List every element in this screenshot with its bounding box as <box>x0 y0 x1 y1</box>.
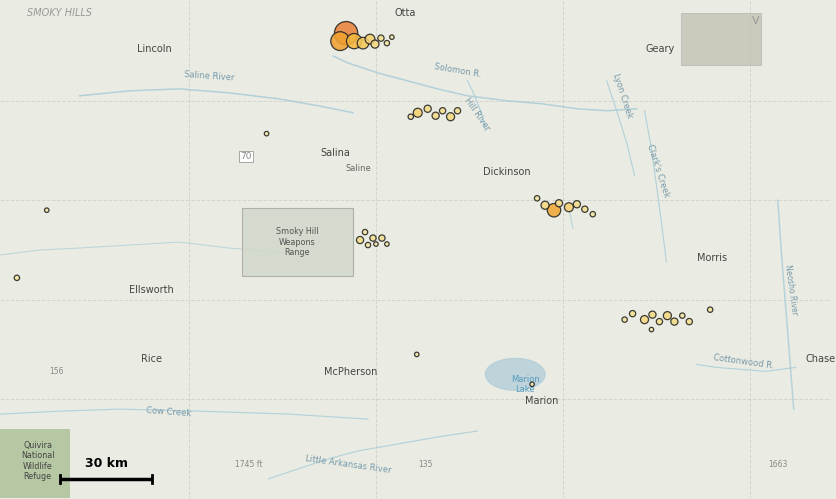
Text: Ellsworth: Ellsworth <box>129 285 174 295</box>
Text: Lincoln: Lincoln <box>137 44 171 54</box>
Text: Dickinson: Dickinson <box>483 168 531 178</box>
Text: Cottonwood R.: Cottonwood R. <box>713 353 775 370</box>
Text: Saline River: Saline River <box>183 70 234 82</box>
Circle shape <box>365 243 370 248</box>
Bar <box>681 13 761 65</box>
Circle shape <box>378 35 384 41</box>
Text: 70: 70 <box>240 152 252 161</box>
Text: Geary: Geary <box>645 44 675 54</box>
Circle shape <box>432 112 439 119</box>
Text: Salina: Salina <box>320 148 350 158</box>
Circle shape <box>707 307 713 312</box>
Text: 30 km: 30 km <box>85 457 128 470</box>
Circle shape <box>371 40 379 48</box>
Circle shape <box>530 382 534 387</box>
Text: Chase: Chase <box>806 354 836 364</box>
Bar <box>242 208 353 276</box>
Circle shape <box>663 311 671 320</box>
Circle shape <box>548 204 561 217</box>
Bar <box>0 429 69 498</box>
Circle shape <box>379 235 385 241</box>
Circle shape <box>415 352 419 357</box>
Circle shape <box>14 275 19 280</box>
Circle shape <box>534 196 540 201</box>
Text: Otta: Otta <box>394 8 415 18</box>
Circle shape <box>564 203 573 212</box>
Circle shape <box>264 131 269 136</box>
Circle shape <box>356 237 364 244</box>
Circle shape <box>346 33 362 49</box>
Circle shape <box>541 201 549 209</box>
Circle shape <box>680 313 685 318</box>
Circle shape <box>331 32 349 50</box>
Circle shape <box>582 206 588 213</box>
Text: 1663: 1663 <box>768 461 788 470</box>
Circle shape <box>44 208 49 213</box>
Text: 156: 156 <box>49 367 64 376</box>
Circle shape <box>374 242 378 247</box>
Circle shape <box>424 105 431 112</box>
Circle shape <box>413 108 422 117</box>
Circle shape <box>362 230 368 235</box>
Text: Quivira
National
Wildlife
Refuge: Quivira National Wildlife Refuge <box>21 441 54 481</box>
Circle shape <box>385 242 389 247</box>
Text: Neosho River: Neosho River <box>782 264 798 315</box>
Text: V: V <box>752 16 760 26</box>
Circle shape <box>446 113 455 121</box>
Text: Rice: Rice <box>140 354 161 364</box>
Circle shape <box>408 114 414 119</box>
Text: McPherson: McPherson <box>324 367 378 377</box>
Circle shape <box>656 318 663 325</box>
Circle shape <box>622 317 627 322</box>
Text: Marion
Lake: Marion Lake <box>511 375 539 394</box>
Circle shape <box>650 327 654 332</box>
Circle shape <box>555 200 563 207</box>
Text: Cow Creek: Cow Creek <box>146 406 192 418</box>
Text: Clark's Creek: Clark's Creek <box>645 143 671 198</box>
Text: Smoky Hill
Weapons
Range: Smoky Hill Weapons Range <box>276 227 319 257</box>
Circle shape <box>357 37 369 49</box>
Circle shape <box>573 201 580 208</box>
Circle shape <box>640 315 649 324</box>
Circle shape <box>370 235 376 241</box>
Text: Morris: Morris <box>697 253 727 263</box>
Circle shape <box>590 212 595 217</box>
Circle shape <box>334 21 358 45</box>
Ellipse shape <box>486 358 545 390</box>
Text: Marion: Marion <box>525 396 558 406</box>
Circle shape <box>390 35 394 39</box>
Circle shape <box>630 310 635 317</box>
Text: Lyon Creek: Lyon Creek <box>611 72 635 119</box>
Circle shape <box>455 108 461 114</box>
Text: Saline: Saline <box>345 164 371 173</box>
Circle shape <box>670 318 678 325</box>
Text: 1745 ft: 1745 ft <box>235 461 263 470</box>
Circle shape <box>649 311 656 318</box>
Text: Solomon R.: Solomon R. <box>433 62 482 79</box>
Circle shape <box>440 108 446 114</box>
Text: SMOKY HILLS: SMOKY HILLS <box>28 8 92 18</box>
Text: Little Arkansas River: Little Arkansas River <box>304 455 392 476</box>
Circle shape <box>385 40 390 46</box>
Text: Hill River: Hill River <box>463 95 492 132</box>
Circle shape <box>365 34 375 44</box>
Circle shape <box>686 318 692 325</box>
Text: 135: 135 <box>419 461 433 470</box>
